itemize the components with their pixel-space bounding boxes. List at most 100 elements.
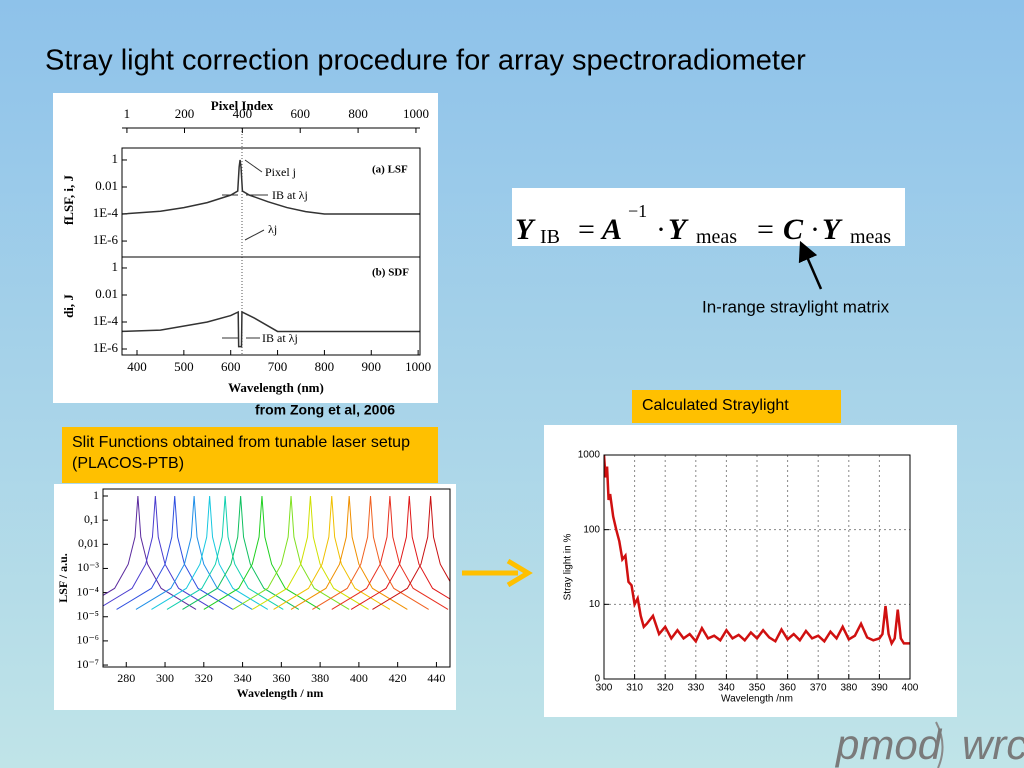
y-axis-title: fLSF, i, J [61, 174, 76, 225]
data-line [290, 495, 408, 610]
annotation: λj [268, 222, 277, 236]
y-tick-label: 10 [589, 599, 601, 610]
y-tick-label: 1E-6 [93, 340, 119, 355]
eq-symbol: Y [515, 213, 536, 246]
y-tick-label: 0.01 [95, 286, 118, 301]
x-tick-label: 400 [902, 683, 919, 694]
eq-sup: −1 [628, 201, 647, 221]
data-line [122, 159, 420, 215]
data-line [312, 495, 429, 610]
panel-label: (a) LSF [372, 164, 408, 176]
x2-tick-label: 600 [290, 106, 310, 121]
y-tick-label: 0,1 [84, 512, 99, 526]
equation-box [512, 188, 905, 246]
x-tick-label: 1000 [405, 359, 431, 374]
x-tick-label: 310 [626, 683, 643, 694]
y-tick-label: 10⁻⁴ [76, 584, 99, 598]
logo: wrc [962, 721, 1024, 768]
y-tick-label: 10⁻⁷ [76, 657, 99, 671]
x2-tick-label: 1000 [403, 106, 429, 121]
annotation: IB at λj [262, 331, 298, 345]
figure-panel [544, 425, 957, 717]
data-line [350, 495, 450, 610]
y-tick-label: 10⁻⁵ [76, 608, 99, 622]
y-tick-label: 1 [112, 259, 119, 274]
data-line [203, 495, 321, 610]
x-axis-title: Wavelength / nm [237, 686, 324, 700]
data-line [182, 495, 300, 610]
data-line [604, 455, 910, 647]
x-tick-label: 350 [749, 683, 766, 694]
x-tick-label: 600 [221, 359, 241, 374]
data-line [116, 495, 234, 610]
x2-tick-label: 1 [124, 106, 131, 121]
x2-tick-label: 400 [233, 106, 253, 121]
x2-tick-label: 800 [348, 106, 368, 121]
y-tick-label: 1 [112, 151, 119, 166]
equation: Y IB = A −1 · Y meas = C · Y meas [515, 194, 891, 252]
x-tick-label: 340 [718, 683, 735, 694]
plot-frame [603, 454, 911, 680]
data-line [103, 495, 197, 610]
x-tick-label: 400 [350, 671, 368, 685]
eq-op: = [578, 213, 595, 246]
annotation-arrow [244, 159, 263, 173]
y-tick-label: 1000 [578, 450, 601, 461]
x-tick-label: 280 [117, 671, 135, 685]
x-tick-label: 390 [871, 683, 888, 694]
data-line [273, 495, 391, 610]
x-axis-title: Wavelength (nm) [228, 380, 324, 395]
data-line [232, 495, 350, 610]
x-tick-label: 370 [810, 683, 827, 694]
source-caption: from Zong et al, 2006 [255, 402, 395, 418]
x-axis-title: Wavelength /nm [721, 694, 793, 705]
x-tick-label: 330 [687, 683, 704, 694]
y-tick-label: 1 [93, 488, 99, 502]
data-line [252, 495, 369, 610]
y-tick-label: 1E-4 [93, 313, 119, 328]
x-tick-label: 300 [156, 671, 174, 685]
chart: 1 0,1 0,01 10⁻³ 10⁻⁴ 10⁻⁵ 10⁻⁶ 10⁻⁷ 280 300 320 340… [56, 488, 451, 700]
pointer-arrow [798, 240, 823, 290]
slide-title: Stray light correction procedure for arr… [45, 45, 806, 77]
x-tick-label: 340 [234, 671, 252, 685]
eq-symbol: Y [668, 213, 689, 246]
equation-note: In-range straylight matrix [702, 297, 890, 316]
y-tick-label: 1E-6 [93, 232, 119, 247]
y-axis-title: Stray light in % [563, 534, 574, 601]
eq-symbol: Y [822, 213, 843, 246]
data-line [372, 495, 450, 610]
x-tick-label: 320 [657, 683, 674, 694]
x-tick-label: 360 [272, 671, 290, 685]
plot-frame [121, 256, 421, 356]
y-axis-title: LSF / a.u. [56, 553, 70, 603]
data-line [151, 495, 269, 610]
annotation: Pixel j [265, 165, 296, 179]
y-tick-label: 1E-4 [93, 205, 119, 220]
logo-divider [935, 721, 944, 768]
figure-panel [54, 484, 456, 710]
x-tick-label: 800 [315, 359, 335, 374]
x-tick-label: 360 [779, 683, 796, 694]
data-line [122, 310, 420, 348]
x-tick-label: 700 [268, 359, 288, 374]
data-line [103, 495, 214, 610]
x-tick-label: 440 [427, 671, 445, 685]
panel-label: (b) SDF [372, 267, 409, 279]
data-line [135, 495, 253, 610]
x-tick-label: 380 [840, 683, 857, 694]
figure-panel [53, 93, 438, 403]
flow-arrow-head [506, 558, 533, 588]
x-tick-label: 320 [195, 671, 213, 685]
data-line [166, 495, 284, 610]
eq-symbol: A [600, 213, 622, 246]
data-line [331, 495, 449, 610]
x-tick-label: 300 [596, 683, 613, 694]
callout: Slit Functions obtained from tunable las… [62, 427, 438, 483]
logo: pmod [834, 721, 943, 768]
y-tick-label: 10⁻⁶ [76, 633, 99, 647]
eq-symbol: C [783, 213, 804, 246]
